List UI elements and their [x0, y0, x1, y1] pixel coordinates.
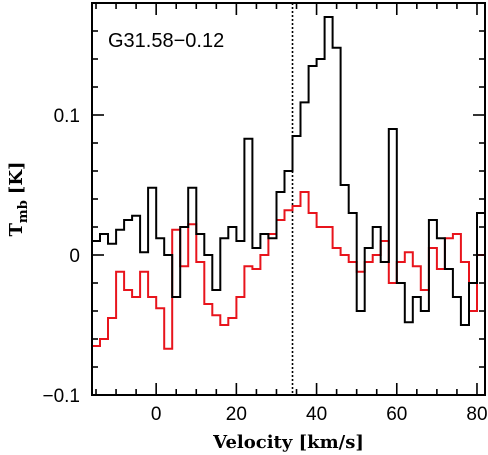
plot-frame — [91, 2, 486, 396]
spectrum-series-black — [92, 16, 485, 326]
y-tick-label: −0.1 — [42, 386, 80, 407]
x-tick-label: 80 — [466, 404, 487, 425]
x-tick-label: 20 — [226, 404, 247, 425]
y-axis-title-unit: [K] — [6, 162, 27, 195]
y-tick-label: 0.1 — [54, 106, 80, 127]
x-tick-label: 40 — [306, 404, 327, 425]
y-axis-title: Tmb [K] — [6, 162, 31, 237]
y-axis-title-main: T — [6, 222, 27, 236]
source-name-label: G31.58−0.12 — [108, 30, 224, 52]
y-tick-label: 0 — [69, 246, 80, 267]
chart-marks — [92, 3, 485, 395]
y-axis-title-sub: mb — [16, 200, 31, 223]
axis-ticks — [92, 2, 485, 396]
x-tick-label: 0 — [151, 404, 162, 425]
x-axis-title: Velocity [km/s] — [212, 432, 364, 453]
spectrum-series-red — [92, 191, 485, 350]
tick-labels: 0 20 40 60 80 −0.1 0 0.1 — [42, 106, 487, 425]
x-tick-label: 60 — [386, 404, 407, 425]
